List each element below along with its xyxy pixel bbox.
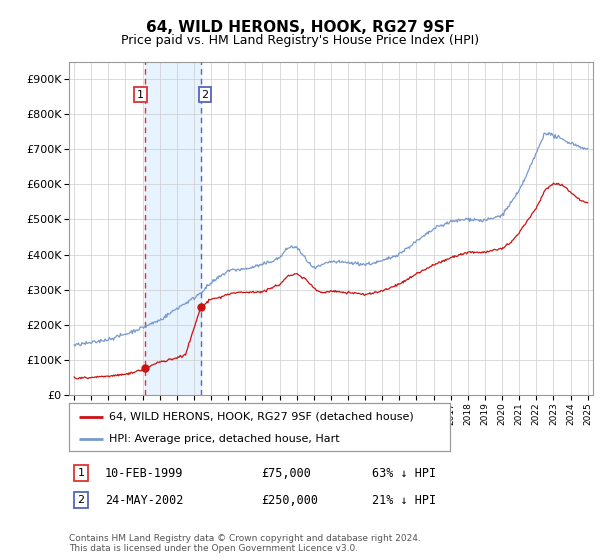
Text: 1: 1 [77,468,85,478]
Text: 21% ↓ HPI: 21% ↓ HPI [372,493,436,507]
Text: 64, WILD HERONS, HOOK, RG27 9SF (detached house): 64, WILD HERONS, HOOK, RG27 9SF (detache… [109,412,414,422]
Text: 24-MAY-2002: 24-MAY-2002 [105,493,184,507]
Bar [145,62,200,395]
Text: 2: 2 [77,495,85,505]
Text: 1: 1 [137,90,144,100]
Text: Contains HM Land Registry data © Crown copyright and database right 2024.
This d: Contains HM Land Registry data © Crown c… [69,534,421,553]
Text: £250,000: £250,000 [261,493,318,507]
Text: 64, WILD HERONS, HOOK, RG27 9SF: 64, WILD HERONS, HOOK, RG27 9SF [146,20,455,35]
Text: 10-FEB-1999: 10-FEB-1999 [105,466,184,480]
Text: HPI: Average price, detached house, Hart: HPI: Average price, detached house, Hart [109,434,340,444]
Text: 63% ↓ HPI: 63% ↓ HPI [372,466,436,480]
Text: £75,000: £75,000 [261,466,311,480]
Text: Price paid vs. HM Land Registry's House Price Index (HPI): Price paid vs. HM Land Registry's House … [121,34,479,46]
Text: 2: 2 [202,90,209,100]
